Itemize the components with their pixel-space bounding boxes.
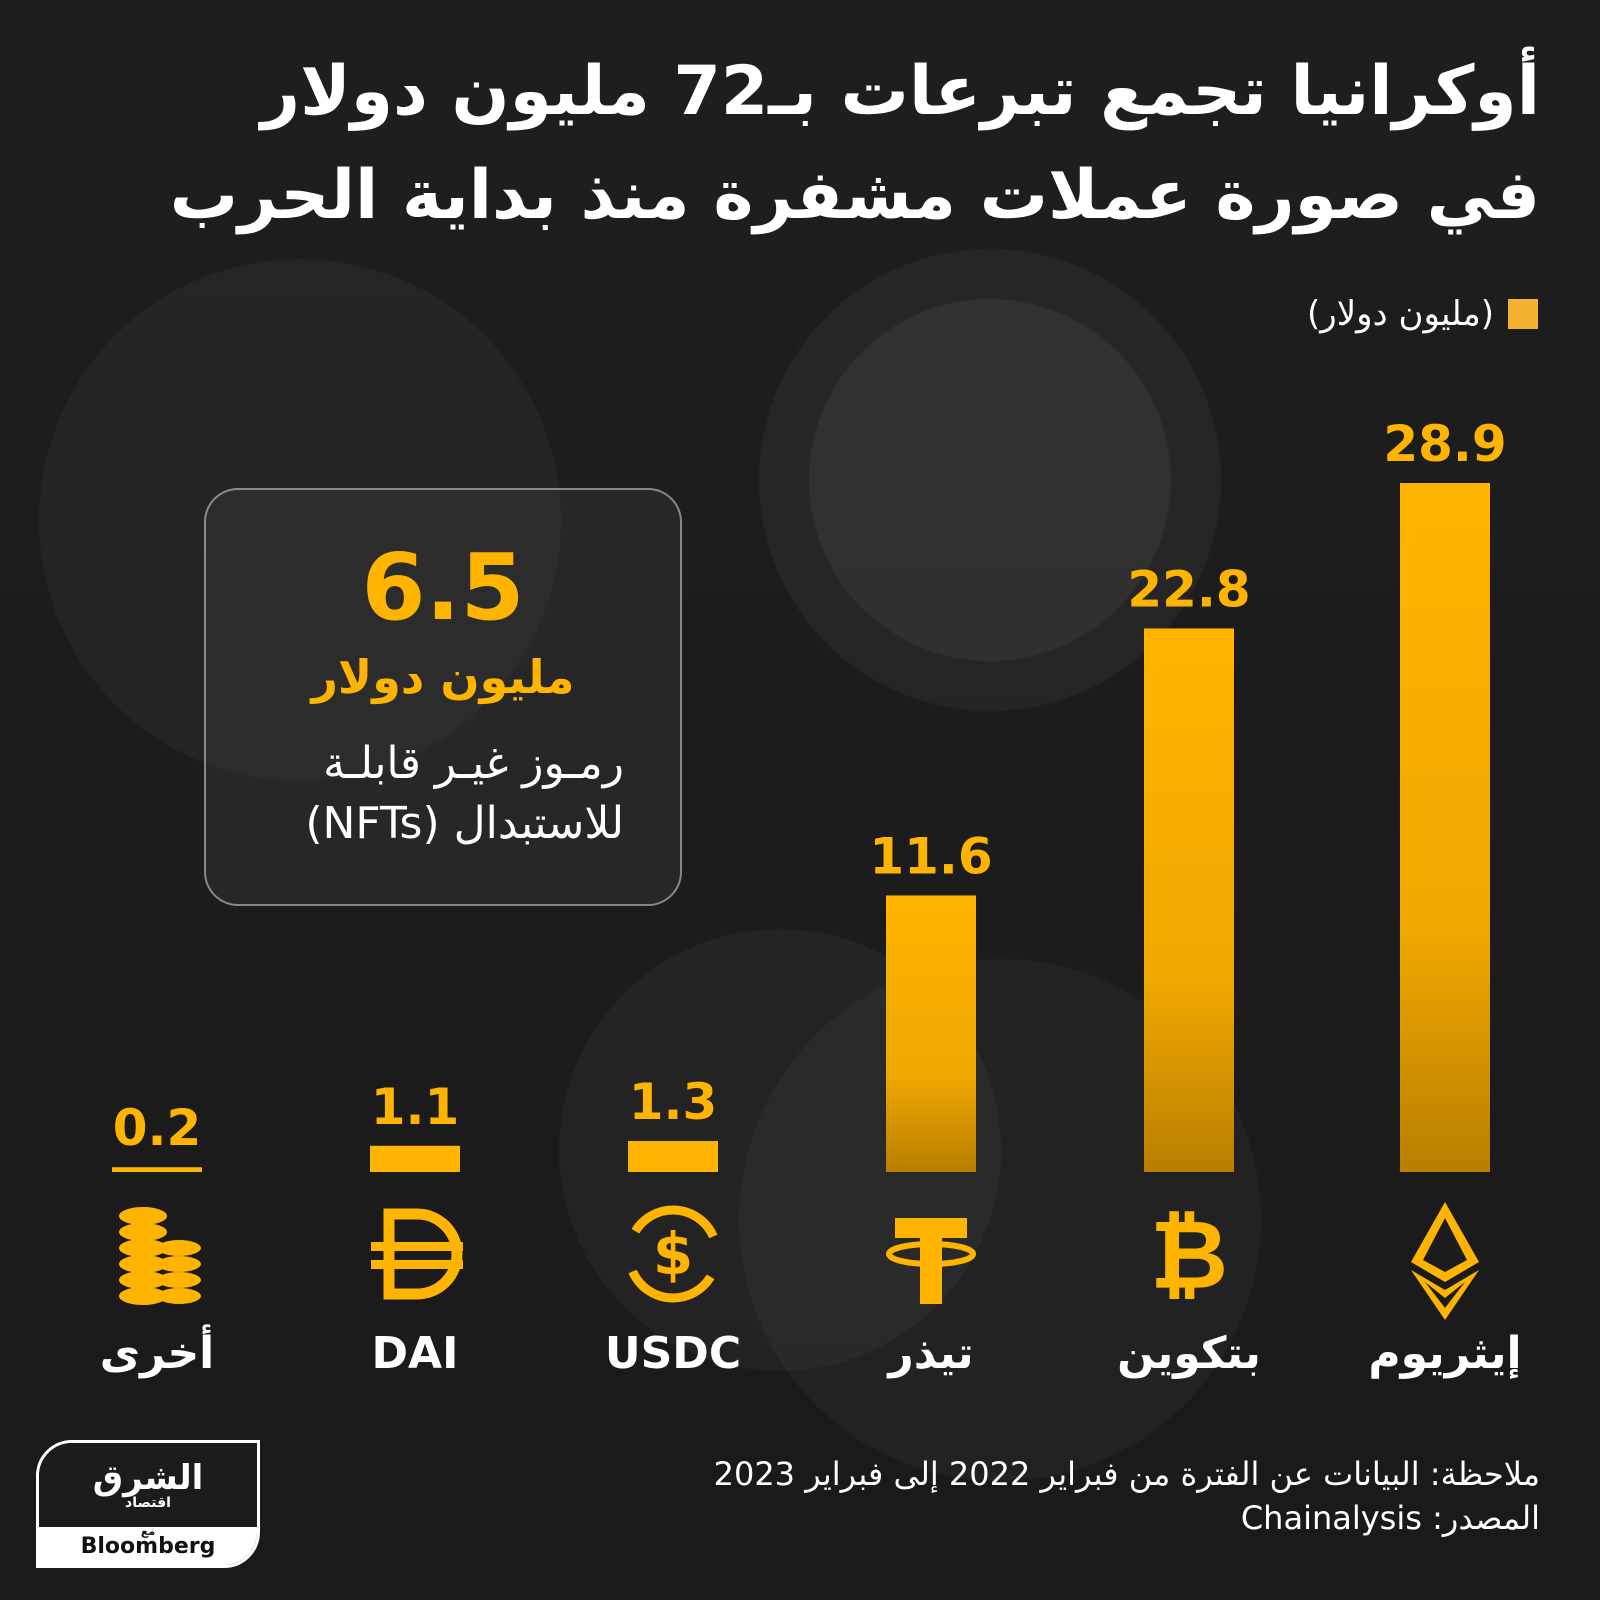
bitcoin-icon: ₿ xyxy=(1150,1199,1228,1311)
tether-icon xyxy=(886,1218,976,1304)
bar-value-label-0: 28.9 xyxy=(1383,415,1506,473)
bar-1 xyxy=(1144,628,1234,1172)
logo-bloomberg: مع Bloomberg xyxy=(39,1525,257,1565)
category-label-5: أخرى xyxy=(100,1324,215,1379)
category-label-3: USDC xyxy=(605,1328,741,1379)
nft-callout-box: 6.5 مليون دولار رمـوز غيـر قابلـة للاستب… xyxy=(204,488,682,906)
bar-value-label-1: 22.8 xyxy=(1127,560,1250,618)
asharq-bloomberg-logo: الشرق اقتصاد مع Bloomberg xyxy=(36,1440,260,1568)
note-text: ملاحظة: البيانات عن الفترة من فبراير 202… xyxy=(713,1455,1540,1493)
callout-value: 6.5 xyxy=(361,534,525,641)
callout-description: رمـوز غيـر قابلـة للاستبدال (NFTs) xyxy=(246,734,624,854)
category-label-1: بتكوين xyxy=(1117,1328,1261,1379)
legend-swatch xyxy=(1508,299,1538,329)
bar-5 xyxy=(112,1167,202,1172)
svg-text:$: $ xyxy=(653,1220,693,1288)
callout-description-line-2: للاستبدال (NFTs) xyxy=(305,798,624,849)
svg-text:₿: ₿ xyxy=(1150,1199,1228,1311)
bar-value-label-3: 1.3 xyxy=(629,1073,718,1131)
bar-4 xyxy=(370,1145,460,1172)
usdc-icon: $ xyxy=(624,1205,722,1303)
bar-value-label-2: 11.6 xyxy=(869,827,992,885)
bar-2 xyxy=(886,895,976,1172)
title-line-1: أوكرانيا تجمع تبرعات بـ72 مليون دولار xyxy=(260,52,1540,131)
bar-3 xyxy=(628,1141,718,1172)
dai-icon xyxy=(371,1208,463,1300)
legend: (مليون دولار) xyxy=(1307,294,1538,334)
bar-value-label-5: 0.2 xyxy=(113,1099,202,1157)
chart-title: أوكرانيا تجمع تبرعات بـ72 مليون دولار في… xyxy=(60,40,1540,248)
bar-value-label-4: 1.1 xyxy=(371,1078,460,1136)
bar-0 xyxy=(1400,483,1490,1172)
callout-description-line-1: رمـوز غيـر قابلـة xyxy=(323,738,624,789)
source-text: المصدر: Chainalysis xyxy=(1240,1499,1540,1537)
legend-label: (مليون دولار) xyxy=(1307,294,1494,334)
category-label-2: تيذر xyxy=(886,1328,973,1379)
title-line-2: في صورة عملات مشفرة منذ بداية الحرب xyxy=(169,156,1540,235)
category-label-4: DAI xyxy=(372,1328,459,1379)
logo-arabic: الشرق اقتصاد xyxy=(39,1443,257,1527)
footnotes: ملاحظة: البيانات عن الفترة من فبراير 202… xyxy=(714,1452,1540,1540)
category-label-0: إيثريوم xyxy=(1368,1328,1521,1379)
ethereum-icon xyxy=(1411,1202,1479,1320)
callout-unit: مليون دولار xyxy=(311,650,575,704)
coins-stack-icon xyxy=(119,1207,201,1305)
